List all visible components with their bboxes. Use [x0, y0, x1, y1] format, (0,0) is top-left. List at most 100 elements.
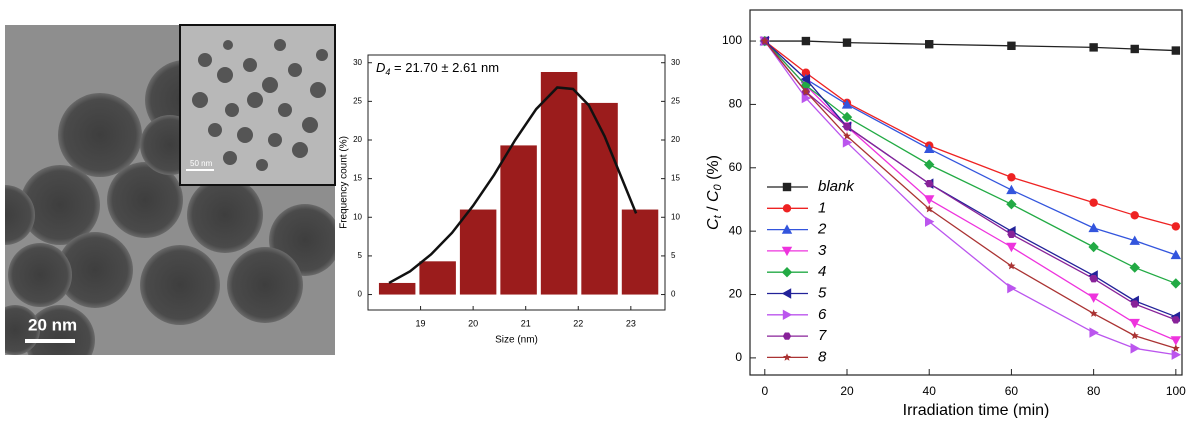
- marker: [924, 159, 935, 170]
- x-tick-label: 22: [573, 318, 583, 328]
- marker: [924, 195, 935, 205]
- marker: [841, 99, 853, 109]
- y2-tick-label: 10: [671, 212, 680, 221]
- bar: [540, 72, 578, 295]
- marker: [925, 40, 934, 49]
- bar: [500, 145, 537, 295]
- fit-curve: [388, 86, 638, 285]
- series-line: [764, 40, 1177, 318]
- legend-label: 2: [817, 221, 827, 238]
- inset-particles: [192, 39, 328, 171]
- legend-label: 5: [818, 284, 827, 301]
- marker: [1130, 343, 1140, 354]
- legend-label: 1: [818, 199, 826, 216]
- marker: [1171, 46, 1181, 55]
- marker: [1088, 241, 1099, 253]
- marker: [1089, 309, 1098, 317]
- marker: [801, 92, 812, 104]
- marker: [841, 111, 853, 123]
- y-tick-label: 15: [353, 174, 362, 183]
- legend-marker: [782, 182, 792, 192]
- legend-label: 8: [818, 348, 827, 365]
- marker: [1171, 316, 1181, 324]
- scale-label: 20 nm: [28, 315, 77, 334]
- marker: [800, 73, 811, 85]
- bar: [459, 209, 497, 295]
- legend-label: blank: [818, 178, 855, 195]
- y-tick-label: 100: [722, 33, 742, 47]
- x-tick-label: 40: [923, 384, 937, 398]
- bar: [581, 102, 618, 295]
- legend-marker: [782, 332, 792, 340]
- x-tick-label: 21: [521, 318, 531, 328]
- plot-frame: [367, 54, 666, 311]
- marker: [1171, 222, 1181, 231]
- legend-marker: [782, 309, 793, 320]
- x-tick-label: 20: [468, 318, 478, 328]
- marker: [1007, 230, 1016, 238]
- marker: [800, 80, 812, 91]
- x-tick-label: 80: [1087, 384, 1101, 398]
- marker: [842, 137, 853, 148]
- y-tick-label: 25: [353, 96, 362, 105]
- x-axis-label: Irradiation time (min): [903, 402, 1050, 418]
- marker: [1130, 300, 1139, 308]
- plot-frame: [749, 9, 1183, 376]
- series-line: [764, 40, 1177, 321]
- legend-marker: [781, 224, 793, 234]
- marker: [1089, 198, 1098, 207]
- legend-label: 6: [818, 306, 827, 323]
- legend-marker: [781, 288, 792, 299]
- marker: [842, 122, 852, 131]
- marker: [1171, 349, 1182, 360]
- x-tick-label: 100: [1166, 384, 1186, 398]
- annotation: D4 = 21.70 ± 2.61 nm: [376, 60, 499, 77]
- marker: [1007, 282, 1017, 294]
- marker: [1006, 199, 1017, 210]
- y-tick-label: 30: [353, 58, 362, 67]
- legend-marker: [782, 204, 792, 213]
- bar: [378, 282, 416, 295]
- bar: [621, 209, 659, 295]
- legend-marker: [781, 267, 793, 278]
- marker: [925, 216, 935, 227]
- inset-scale-label: 50 nm: [190, 159, 213, 168]
- x-tick-label: 0: [761, 384, 768, 398]
- series-line: [764, 40, 1176, 52]
- marker: [801, 68, 811, 77]
- y2-tick-label: 30: [671, 58, 680, 67]
- text-part: C: [705, 218, 722, 230]
- legend-label: 3: [818, 242, 827, 259]
- y-tick-label: 60: [729, 160, 743, 174]
- marker: [1170, 336, 1182, 346]
- y-tick-label: 0: [358, 290, 363, 299]
- marker: [842, 38, 852, 47]
- marker: [1171, 344, 1180, 352]
- marker: [1088, 293, 1099, 303]
- series-line: [764, 40, 1177, 350]
- y-tick-label: 20: [353, 135, 362, 144]
- text-part: t: [712, 214, 724, 218]
- marker: [1130, 331, 1139, 340]
- legend-marker: [781, 246, 793, 257]
- x-tick-label: 60: [1005, 384, 1019, 398]
- series-line: [764, 40, 1177, 285]
- y-axis-label: Frequency count (%): [339, 136, 350, 229]
- y-tick-label: 5: [358, 251, 363, 260]
- y2-tick-label: 5: [671, 251, 676, 260]
- marker: [925, 204, 934, 213]
- text-part: /: [705, 202, 722, 215]
- marker: [1129, 318, 1140, 329]
- legend-marker: [783, 353, 791, 361]
- y2-tick-label: 0: [671, 290, 676, 299]
- y-tick-label: 0: [735, 350, 742, 364]
- marker: [1129, 262, 1140, 273]
- marker: [1007, 41, 1016, 51]
- legend-label: 4: [818, 263, 826, 280]
- marker: [1006, 242, 1017, 253]
- marker: [1170, 249, 1182, 260]
- text-part: D: [376, 60, 385, 75]
- marker: [925, 179, 934, 188]
- text-part: C: [705, 190, 722, 202]
